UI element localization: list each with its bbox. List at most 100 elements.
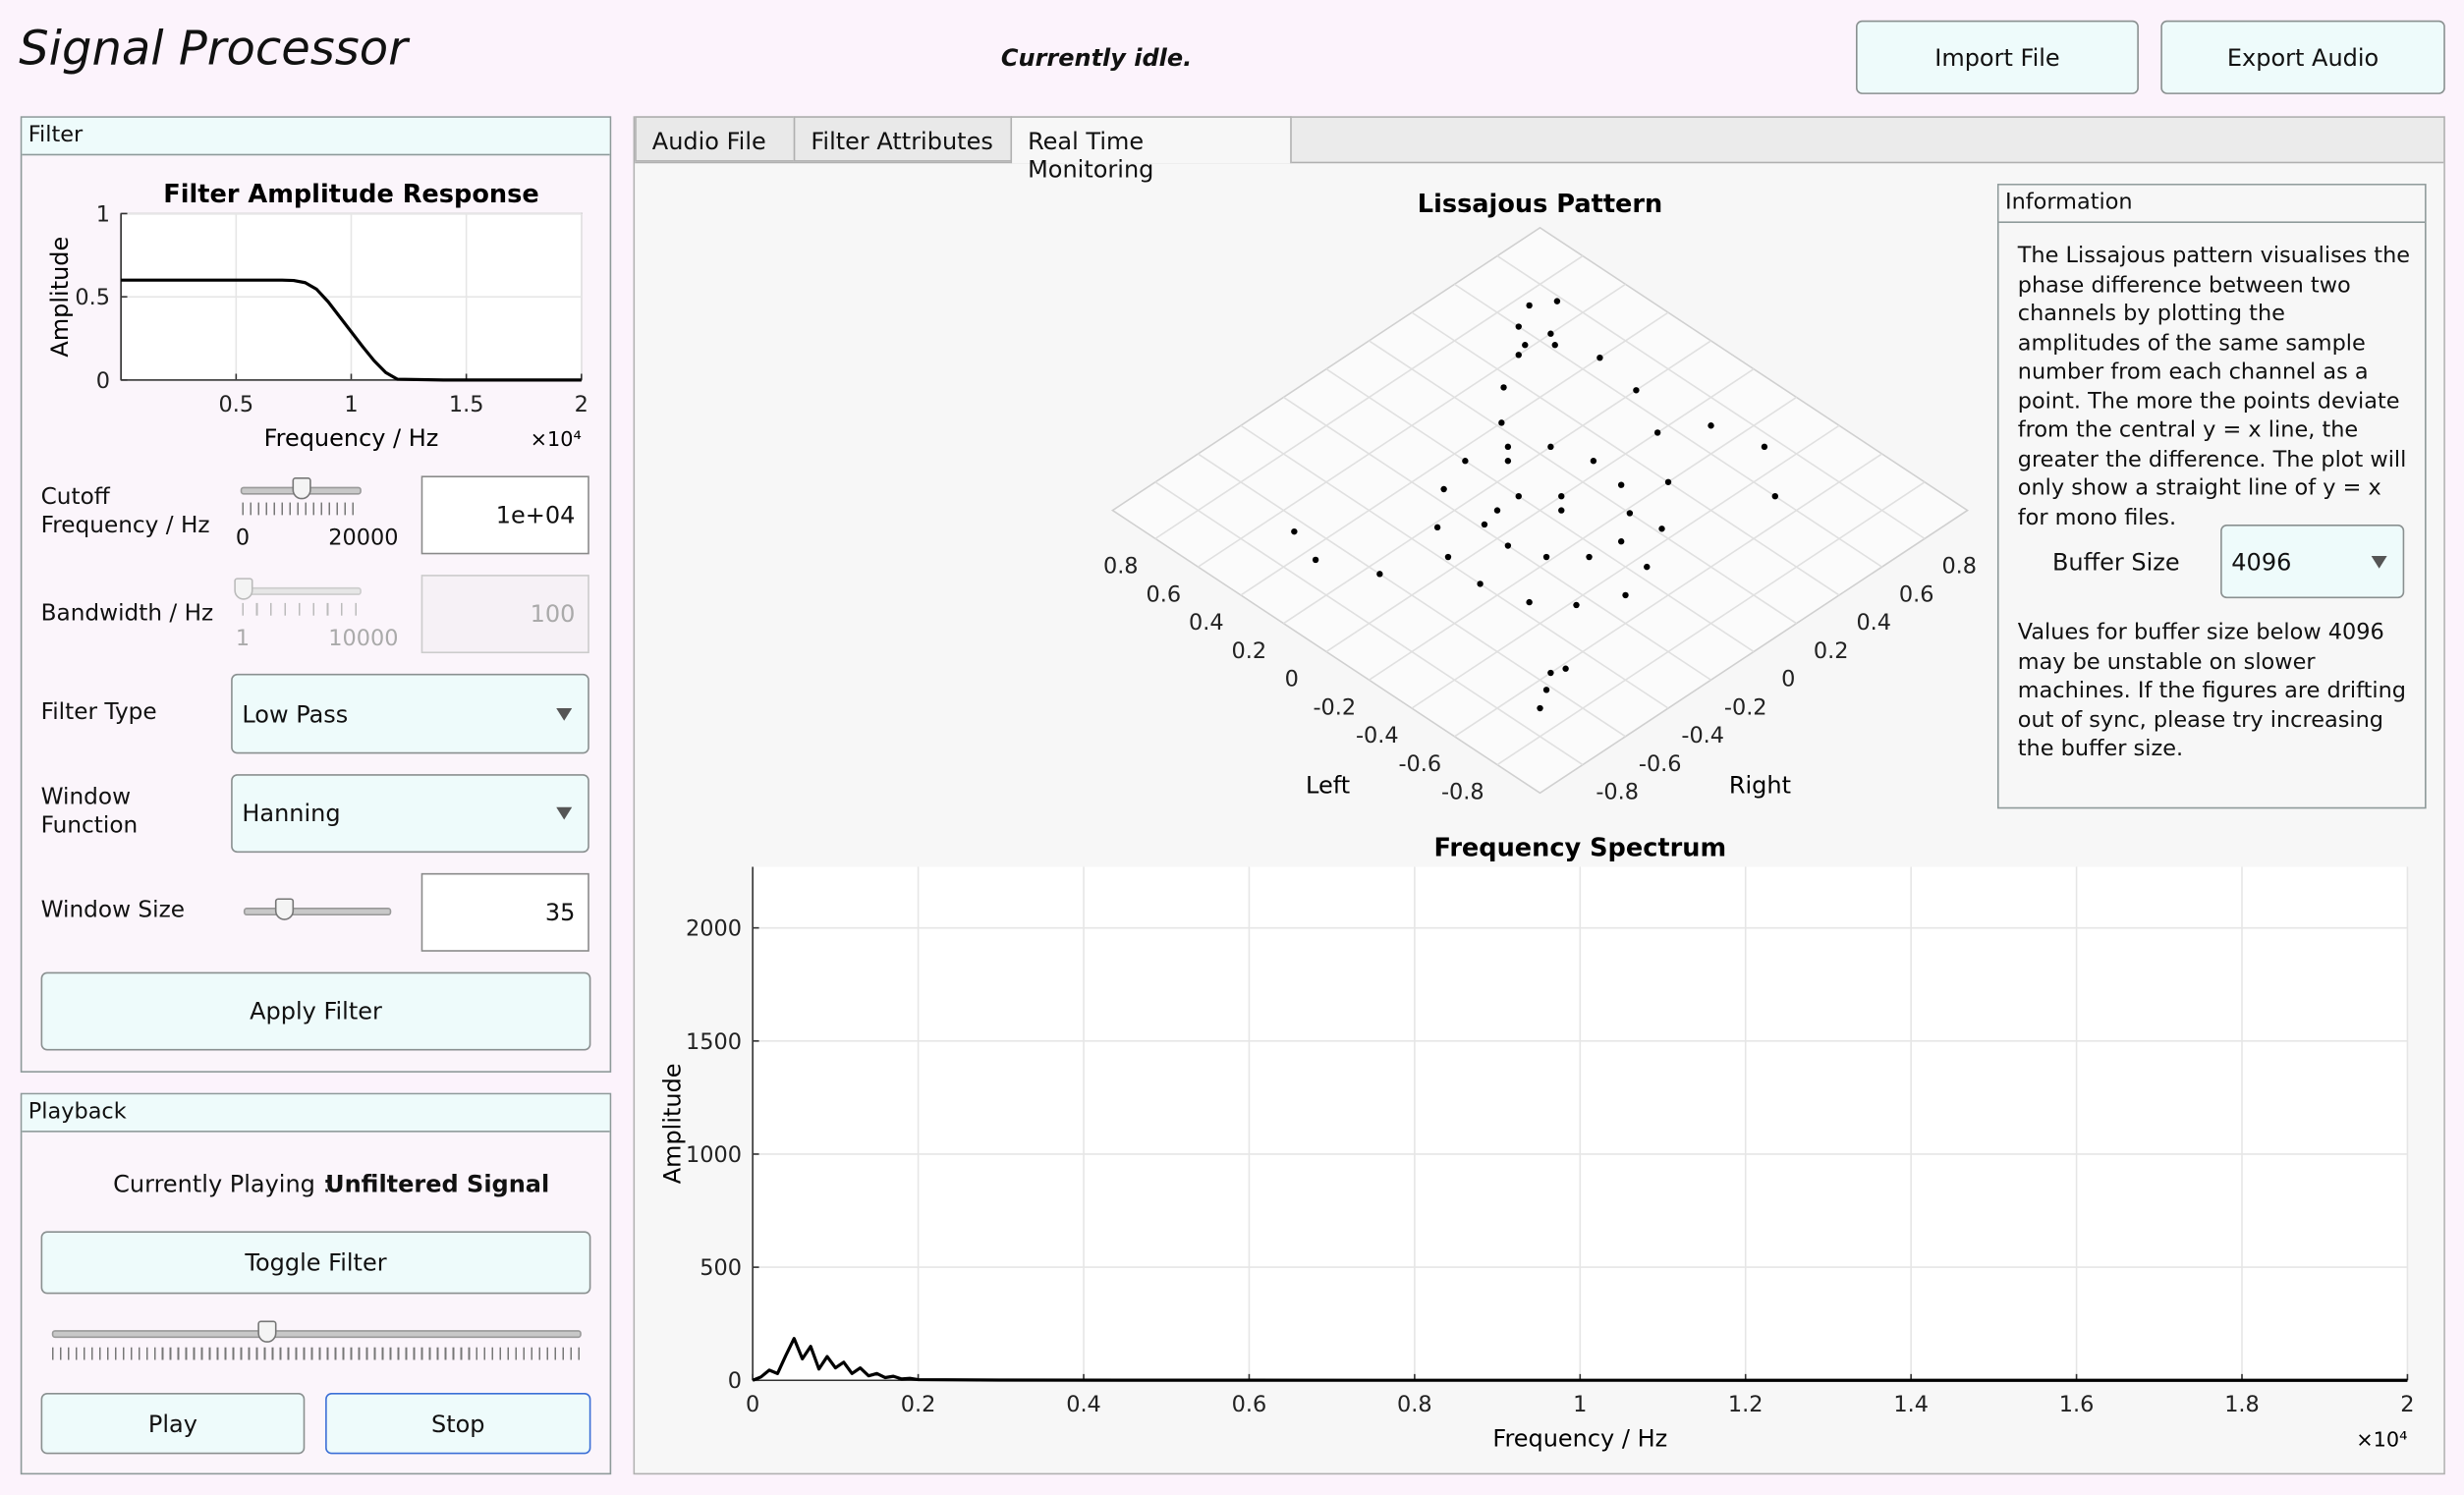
- import-button[interactable]: Import File: [1856, 20, 2139, 94]
- x-tick-label: 1: [1573, 1392, 1587, 1417]
- cutoff-label: Cutoff Frequency / Hz: [41, 483, 210, 540]
- right-tick-label: 0.4: [1856, 610, 1891, 636]
- x-tick-label: 0.5: [219, 392, 254, 417]
- playing-label: Currently Playing :: [113, 1170, 331, 1198]
- x-tick-label: 2: [575, 392, 588, 417]
- tab[interactable]: Audio File: [635, 116, 796, 162]
- lissajous-point: [1644, 563, 1651, 571]
- slider-ticks: [242, 602, 361, 616]
- lissajous-point: [1433, 524, 1441, 531]
- left-tick-label: -0.6: [1398, 751, 1441, 777]
- bandwidth-slider[interactable]: 1 10000: [233, 572, 401, 652]
- lissajous-point: [1477, 581, 1484, 587]
- cutoff-slider[interactable]: 0 20000: [235, 471, 401, 552]
- lissajous-point: [1551, 342, 1558, 349]
- apply-filter-button[interactable]: Apply Filter: [40, 971, 591, 1051]
- lissajous-point: [1526, 598, 1533, 606]
- filter-type-label: Filter Type: [40, 700, 157, 726]
- x-tick-label: 1.5: [449, 392, 484, 417]
- label-line: Function: [40, 813, 139, 839]
- y-tick-label: 0: [96, 368, 110, 394]
- slider-max: 10000: [328, 626, 399, 652]
- lissajous-point: [1547, 330, 1554, 337]
- lissajous-point: [1500, 384, 1507, 391]
- lissajous-point: [1312, 556, 1319, 564]
- lissajous-point: [1498, 419, 1505, 426]
- lissajous-point: [1515, 352, 1522, 359]
- toggle-filter-button[interactable]: Toggle Filter: [40, 1231, 591, 1295]
- lissajous-point: [1522, 342, 1529, 349]
- tab[interactable]: Filter Attributes: [793, 116, 1013, 162]
- lissajous-point: [1444, 553, 1452, 561]
- grid-line: [1454, 283, 1883, 568]
- slider-thumb[interactable]: [291, 477, 310, 500]
- lissajous-point: [1462, 458, 1469, 465]
- app-title: Signal Processor: [19, 22, 408, 78]
- chart-title: Filter Amplitude Response: [163, 180, 538, 209]
- lissajous-point: [1558, 507, 1565, 514]
- x-tick-label: 0.6: [1232, 1392, 1267, 1417]
- export-button[interactable]: Export Audio: [2160, 20, 2445, 94]
- y-tick-label: 1000: [686, 1142, 742, 1168]
- lissajous-point: [1558, 492, 1565, 500]
- left-tick-label: -0.4: [1356, 723, 1399, 748]
- cutoff-input[interactable]: 1e+04: [420, 475, 589, 555]
- lissajous-point: [1617, 481, 1625, 488]
- lissajous-point: [1771, 492, 1778, 500]
- bandwidth-input: 100: [420, 575, 589, 654]
- lissajous-point: [1515, 492, 1522, 500]
- slider-thumb[interactable]: [257, 1320, 277, 1343]
- lissajous-point: [1586, 553, 1593, 561]
- panel-header: Playback: [22, 1094, 610, 1133]
- x-tick-label: 0.4: [1066, 1392, 1101, 1417]
- slider-thumb[interactable]: [274, 898, 295, 920]
- x-tick-label: 0.2: [901, 1392, 936, 1417]
- playback-slider[interactable]: [47, 1316, 585, 1363]
- slider-min: 0: [235, 526, 251, 552]
- status-text: Currently idle.: [1000, 43, 1193, 73]
- stop-button[interactable]: Stop: [325, 1393, 591, 1455]
- y-tick-label: 1500: [686, 1029, 742, 1055]
- play-button[interactable]: Play: [40, 1393, 306, 1455]
- lissajous-point: [1515, 323, 1522, 330]
- left-tick-label: -0.8: [1441, 780, 1484, 805]
- left-tick-label: 0: [1285, 667, 1299, 692]
- y-tick-label: 500: [700, 1255, 742, 1281]
- lissajous-point: [1542, 553, 1550, 561]
- lissajous-point: [1504, 443, 1512, 451]
- lissajous-point: [1653, 429, 1661, 436]
- y-tick-label: 1: [96, 201, 110, 227]
- lissajous-point: [1622, 591, 1629, 599]
- lissajous-point: [1376, 571, 1383, 578]
- lissajous-point: [1553, 298, 1561, 305]
- x-axis-label: Frequency / Hz: [264, 424, 439, 452]
- grid-line: [1411, 311, 1840, 596]
- slider-track: [51, 1330, 582, 1339]
- lissajous-point: [1542, 687, 1550, 693]
- window-size-slider[interactable]: [241, 895, 392, 929]
- slider-min: 1: [235, 626, 251, 652]
- lissajous-point: [1633, 387, 1640, 394]
- lissajous-point: [1626, 510, 1634, 517]
- x-tick-label: 1.4: [1893, 1392, 1929, 1417]
- grid-line: [1240, 424, 1669, 709]
- playing-value: Unfiltered Signal: [325, 1170, 550, 1198]
- x-axis-label: Frequency / Hz: [1492, 1424, 1667, 1452]
- slider-thumb[interactable]: [233, 578, 253, 600]
- lissajous-point: [1573, 601, 1580, 609]
- window-size-input[interactable]: 35: [420, 872, 589, 952]
- window-function-dropdown[interactable]: Hanning: [231, 774, 589, 854]
- panel-header: Information: [1998, 185, 2426, 224]
- lissajous-point: [1761, 443, 1768, 451]
- grid-line: [1198, 453, 1626, 738]
- lissajous-point: [1504, 458, 1512, 465]
- window-function-label: Window Function: [41, 784, 139, 841]
- tab[interactable]: Real Time Monitoring: [1010, 116, 1292, 184]
- lissajous-point: [1526, 302, 1533, 309]
- y-axis-label: Amplitude: [659, 1063, 687, 1184]
- lissajous-point: [1708, 422, 1714, 429]
- x-tick-label: 1.2: [1728, 1392, 1764, 1417]
- data-line: [121, 278, 582, 382]
- buffer-size-dropdown[interactable]: 4096: [2220, 524, 2405, 599]
- filter-type-dropdown[interactable]: Low Pass: [231, 673, 589, 754]
